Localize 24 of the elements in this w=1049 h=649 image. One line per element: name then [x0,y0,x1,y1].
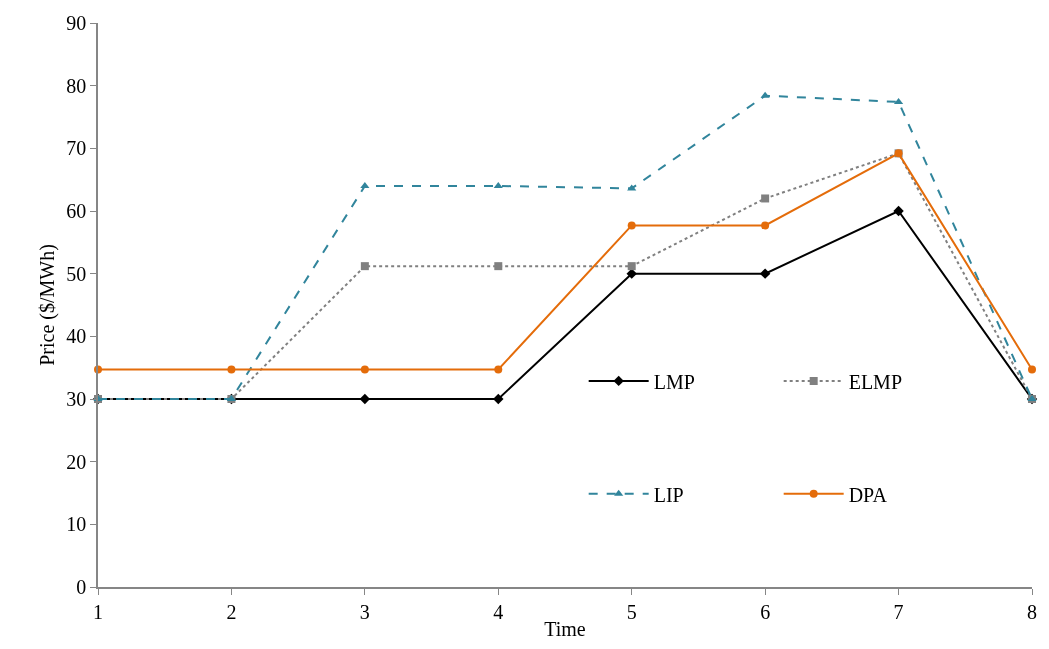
y-tick-label: 0 [76,576,87,598]
y-tick-label: 40 [66,325,87,348]
y-tick-label: 50 [66,262,87,285]
legend-label: ELMP [848,370,903,393]
x-tick-label: 5 [626,600,637,623]
x-tick-label: 6 [760,600,771,623]
y-tick-label: 80 [66,74,87,97]
x-axis-title: Time [544,617,586,640]
legend-label: LMP [653,370,695,393]
y-tick-label: 60 [66,200,87,222]
x-tick-label: 1 [93,600,103,623]
y-tick-label: 10 [66,513,87,536]
legend-label: DPA [848,483,888,506]
y-tick-label: 30 [66,388,87,410]
x-tick-label: 3 [359,600,370,623]
x-tick-label: 7 [893,600,904,623]
x-tick-label: 4 [493,600,504,623]
legend-label: LIP [653,483,684,506]
y-tick-label: 70 [66,137,87,160]
y-tick-label: 20 [66,450,87,473]
y-tick-label: 90 [66,12,87,34]
y-axis-title: Price ($/MWh) [36,244,60,366]
x-tick-label: 8 [1027,600,1037,623]
x-tick-label: 2 [226,600,237,623]
